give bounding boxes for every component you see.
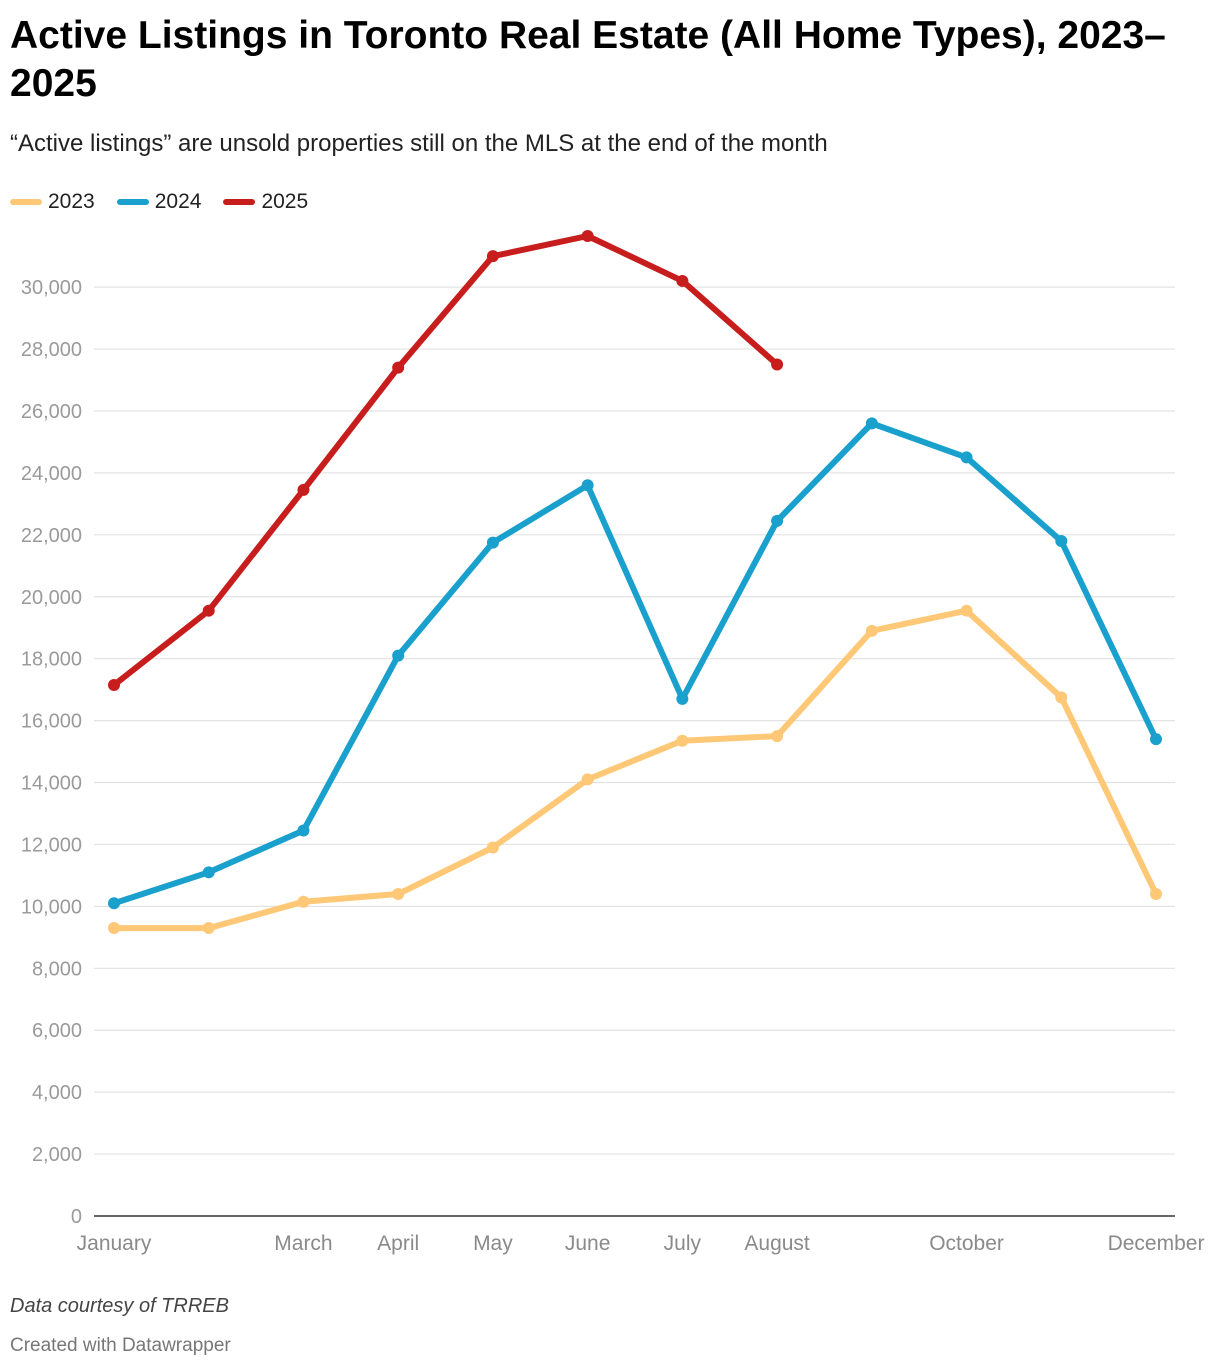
y-tick-label-20000: 20,000 (21, 587, 82, 609)
data-point-2025-6 (581, 230, 594, 243)
x-tick-label-january: January (77, 1232, 152, 1255)
x-tick-label-june: June (565, 1232, 611, 1255)
x-tick-label-april: April (377, 1232, 419, 1255)
data-point-2025-8 (771, 358, 784, 371)
data-point-2023-11 (1055, 691, 1068, 704)
y-tick-label-10000: 10,000 (21, 896, 82, 918)
data-point-2025-7 (676, 274, 689, 287)
data-point-2024-10 (960, 451, 973, 464)
x-tick-label-march: March (274, 1232, 332, 1255)
legend-item-2025: 2025 (223, 190, 308, 214)
data-point-2023-7 (676, 734, 689, 747)
data-point-2024-3 (297, 824, 310, 837)
legend-swatch-2023 (10, 199, 42, 205)
x-tick-label-august: August (744, 1232, 810, 1255)
data-point-2025-2 (202, 604, 215, 617)
data-point-2023-1 (108, 922, 120, 935)
y-tick-label-16000: 16,000 (21, 711, 82, 733)
data-point-2023-8 (771, 730, 784, 743)
x-tick-label-december: December (1108, 1232, 1205, 1255)
data-point-2024-11 (1055, 535, 1068, 548)
chart-title: Active Listings in Toronto Real Estate (… (10, 14, 1166, 105)
data-point-2024-4 (392, 649, 405, 662)
legend-label-2025: 2025 (261, 190, 309, 213)
data-point-2024-1 (108, 897, 120, 910)
y-tick-label-28000: 28,000 (21, 339, 82, 361)
legend: 2023 2024 2025 (10, 190, 308, 214)
x-tick-label-may: May (473, 1232, 513, 1255)
data-point-2023-4 (392, 887, 405, 900)
y-tick-label-12000: 12,000 (21, 834, 82, 856)
data-point-2023-12 (1150, 887, 1162, 900)
series-line-2023 (111, 607, 1159, 932)
chart-subtitle: “Active listings” are unsold properties … (10, 130, 828, 157)
data-point-2024-7 (676, 692, 689, 705)
line-chart: 0 2,000 4,000 6,000 8,000 10,000 12,000 14,000 1… (21, 230, 1205, 1255)
data-point-2023-5 (486, 841, 499, 854)
data-point-2025-5 (486, 250, 499, 263)
y-tick-label-24000: 24,000 (21, 463, 82, 485)
data-point-2025-4 (392, 361, 405, 374)
source-note: Data courtesy of TRREB (10, 1295, 229, 1317)
legend-label-2023: 2023 (48, 190, 95, 213)
data-point-2024-6 (581, 479, 594, 492)
series-line-2025 (111, 233, 781, 688)
data-point-2023-6 (581, 773, 594, 786)
y-tick-label-0: 0 (71, 1206, 82, 1228)
y-tick-label-26000: 26,000 (21, 401, 82, 423)
data-point-2023-2 (202, 922, 215, 935)
data-point-2024-12 (1150, 733, 1162, 746)
y-tick-label-18000: 18,000 (21, 649, 82, 671)
data-point-2024-8 (771, 514, 784, 527)
data-point-2023-3 (297, 895, 310, 908)
data-point-2023-9 (865, 624, 878, 637)
y-tick-label-4000: 4,000 (32, 1082, 82, 1104)
data-point-2024-2 (202, 866, 215, 879)
legend-label-2024: 2024 (154, 190, 202, 213)
data-point-2023-10 (960, 604, 973, 617)
y-tick-label-14000: 14,000 (21, 773, 82, 795)
y-tick-label-6000: 6,000 (32, 1020, 82, 1042)
legend-item-2024: 2024 (116, 190, 202, 214)
x-tick-label-july: July (664, 1232, 702, 1255)
data-point-2025-1 (108, 678, 120, 691)
data-point-2024-9 (865, 417, 878, 430)
y-tick-label-30000: 30,000 (21, 277, 82, 299)
credit-line: Created with Datawrapper (10, 1335, 231, 1356)
y-tick-label-8000: 8,000 (32, 958, 82, 980)
legend-item-2023: 2023 (10, 190, 95, 214)
x-tick-label-october: October (929, 1232, 1004, 1255)
y-tick-label-22000: 22,000 (21, 525, 82, 547)
legend-swatch-2025 (223, 199, 256, 205)
legend-swatch-2024 (116, 199, 149, 205)
data-point-2025-3 (297, 483, 310, 496)
y-tick-label-2000: 2,000 (32, 1144, 82, 1166)
data-point-2024-5 (486, 536, 499, 549)
series-line-2024 (111, 420, 1159, 907)
